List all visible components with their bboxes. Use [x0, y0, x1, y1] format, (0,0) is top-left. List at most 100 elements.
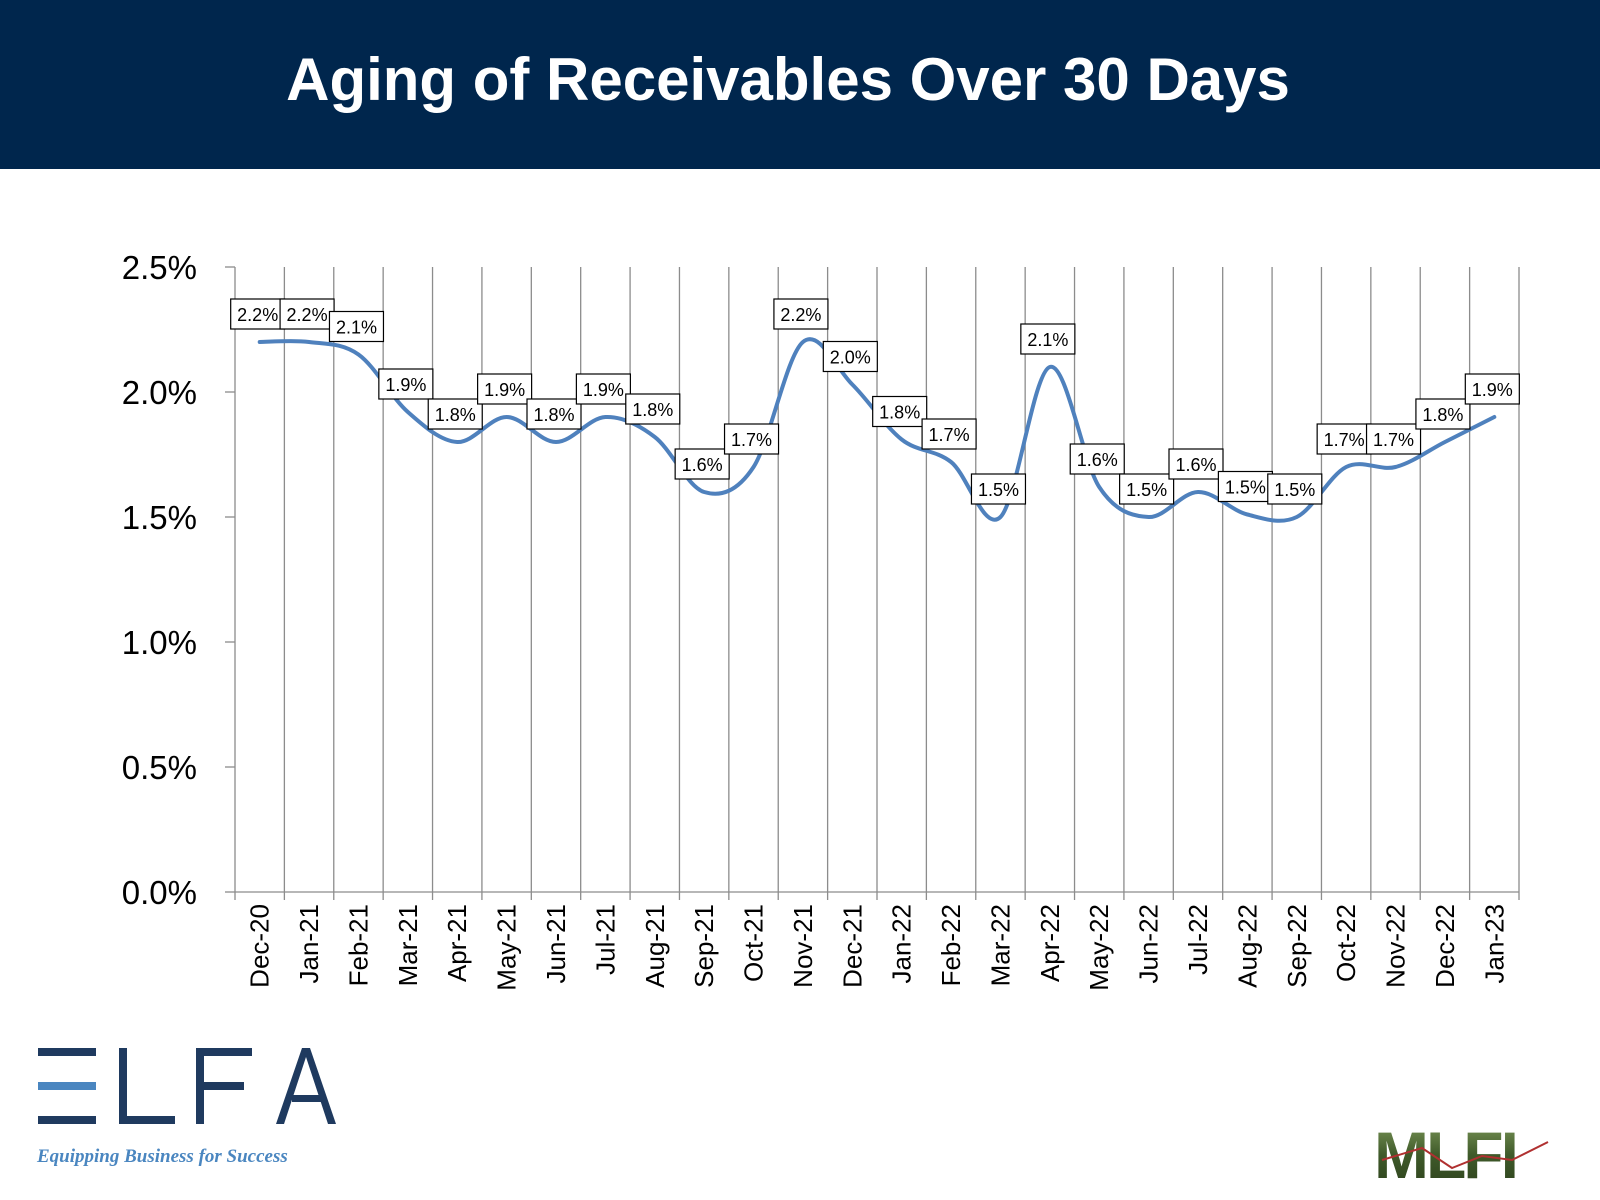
- title-band: Aging of Receivables Over 30 Days: [0, 0, 1600, 169]
- data-label: 2.1%: [336, 318, 377, 338]
- x-axis-tick-label: Apr-21: [442, 904, 472, 982]
- data-point: [406, 410, 410, 414]
- data-point: [1492, 415, 1496, 419]
- data-label-box: [1168, 448, 1224, 480]
- data-label-box: [575, 373, 631, 405]
- x-axis-tick-label: Jul-22: [1183, 904, 1213, 975]
- elfa-f-middle: [196, 1082, 244, 1090]
- x-axis-tick-label: Nov-22: [1381, 904, 1411, 988]
- elfa-l-base: [119, 1116, 175, 1124]
- data-point: [949, 460, 953, 464]
- data-label-box: [723, 423, 780, 455]
- data-label: 1.9%: [385, 375, 426, 395]
- data-label-box: [1415, 398, 1471, 430]
- data-label: 1.5%: [1274, 480, 1315, 500]
- x-axis-tick-label: Jul-21: [590, 904, 620, 975]
- data-point: [998, 515, 1002, 519]
- mlfi-wordmark: MLFI: [1374, 1120, 1516, 1184]
- data-label-box: [1267, 473, 1323, 505]
- elfa-f-top: [196, 1048, 252, 1056]
- x-axis-tick-label: Dec-20: [245, 904, 275, 988]
- x-axis-tick-label: Jan-21: [294, 904, 324, 984]
- data-label-box: [970, 473, 1027, 505]
- elfa-e-bar-top: [38, 1048, 96, 1056]
- data-point: [850, 383, 854, 387]
- x-axis-tick-label: Feb-22: [936, 904, 966, 986]
- data-label: 1.6%: [682, 455, 723, 475]
- data-point: [1097, 485, 1101, 489]
- elfa-tagline: Equipping Business for Success: [37, 1146, 288, 1167]
- elfa-a-shape: [276, 1048, 336, 1124]
- data-point: [1196, 490, 1200, 494]
- data-label: 1.8%: [879, 403, 920, 423]
- data-label: 2.2%: [780, 305, 821, 325]
- data-point: [702, 490, 706, 494]
- data-label: 2.2%: [237, 305, 278, 325]
- data-point: [1295, 515, 1299, 519]
- data-label: 1.5%: [978, 480, 1019, 500]
- data-label: 1.9%: [1472, 380, 1513, 400]
- data-label: 1.5%: [1126, 480, 1167, 500]
- data-point: [1245, 513, 1249, 517]
- data-label-box: [230, 298, 286, 330]
- data-point: [801, 340, 805, 344]
- data-label-box: [773, 298, 829, 330]
- data-label-box: [477, 373, 533, 405]
- data-label: 2.0%: [830, 348, 871, 368]
- y-axis-tick-label: 0.0%: [122, 874, 197, 911]
- data-label: 1.6%: [1077, 450, 1118, 470]
- data-point: [258, 340, 262, 344]
- data-label: 2.2%: [287, 305, 328, 325]
- data-label-box: [328, 310, 385, 343]
- data-point: [900, 438, 904, 442]
- x-axis-tick-label: May-21: [492, 904, 522, 991]
- data-label: 1.7%: [929, 425, 970, 445]
- data-label: 1.7%: [731, 430, 772, 450]
- x-axis-tick-label: Dec-21: [837, 904, 867, 988]
- data-label: 2.1%: [1027, 330, 1068, 350]
- x-axis-tick-label: Feb-21: [343, 904, 373, 986]
- data-label: 1.7%: [1324, 430, 1365, 450]
- elfa-e-bar-middle: [38, 1082, 96, 1090]
- data-label-box: [1020, 323, 1076, 355]
- x-axis-tick-label: Sep-21: [689, 904, 719, 988]
- x-axis-tick-label: Mar-22: [985, 904, 1015, 986]
- data-label-box: [1316, 423, 1372, 455]
- data-label: 1.8%: [632, 400, 673, 420]
- data-label-box: [625, 393, 681, 425]
- data-point: [1443, 440, 1447, 444]
- x-axis-tick-label: Sep-22: [1282, 904, 1312, 988]
- data-point: [356, 353, 360, 357]
- elfa-l-stem: [119, 1048, 127, 1124]
- x-axis-tick-label: Oct-22: [1331, 904, 1361, 982]
- mlfi-trend-line: [1381, 1141, 1549, 1170]
- data-point: [554, 440, 558, 444]
- data-label-box: [872, 395, 928, 428]
- data-point: [505, 415, 509, 419]
- data-label-box: [526, 398, 582, 430]
- y-axis-tick-label: 2.0%: [122, 374, 197, 411]
- data-label-box: [1464, 373, 1520, 405]
- data-point: [1344, 465, 1348, 469]
- y-axis-tick-label: 1.5%: [122, 499, 197, 536]
- data-label: 1.7%: [1373, 430, 1414, 450]
- x-axis-tick-label: May-22: [1084, 904, 1114, 991]
- data-label-box: [921, 418, 977, 450]
- x-axis-tick-label: Oct-21: [739, 904, 769, 982]
- elfa-logo: [38, 1048, 336, 1124]
- data-label-box: [822, 340, 878, 373]
- data-label-box: [279, 298, 335, 330]
- y-axis-tick-label: 0.5%: [122, 749, 197, 786]
- data-point: [752, 465, 756, 469]
- data-label-box: [427, 398, 483, 430]
- x-axis-tick-label: Nov-21: [788, 904, 818, 988]
- elfa-a-crossbar: [292, 1095, 322, 1102]
- x-axis-tick-label: Aug-22: [1232, 904, 1262, 988]
- data-label: 1.8%: [533, 405, 574, 425]
- x-axis-tick-label: Jan-22: [887, 904, 917, 984]
- x-axis-tick-label: Jun-22: [1134, 904, 1164, 984]
- elfa-e-bar-bottom: [38, 1116, 96, 1124]
- mlfi-logo: MLFI: [1374, 1120, 1549, 1184]
- page-title: Aging of Receivables Over 30 Days: [286, 46, 1290, 113]
